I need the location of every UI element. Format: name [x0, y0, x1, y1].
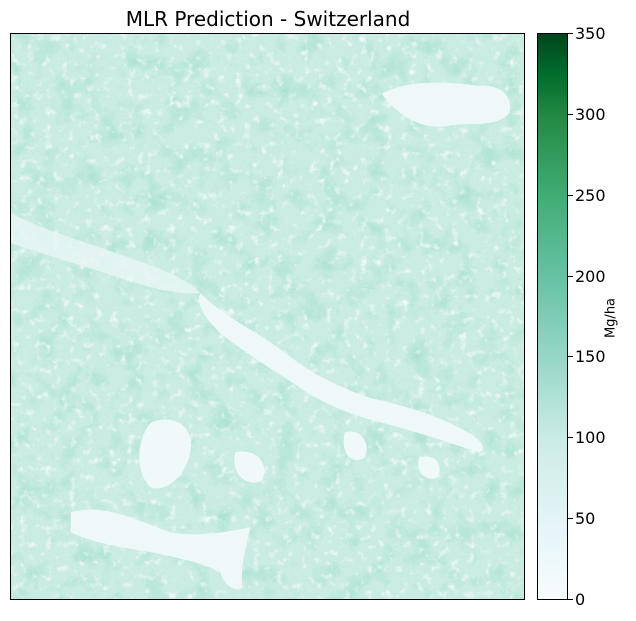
colorbar-tick: [568, 195, 573, 196]
colorbar-tick: [568, 114, 573, 115]
colorbar-tick: [568, 276, 573, 277]
map-title: MLR Prediction - Switzerland: [125, 7, 411, 31]
colorbar-tick-label: 0: [575, 590, 586, 609]
lake-south: [70, 509, 251, 589]
lake-small-south: [234, 451, 265, 483]
lake-north-east: [381, 82, 511, 127]
raster-light-patches: [11, 34, 524, 599]
lake-small-east: [418, 456, 440, 479]
colorbar-tick-label: 150: [575, 347, 606, 366]
colorbar-tick-label: 50: [575, 509, 596, 528]
colorbar-tick: [568, 356, 573, 357]
lake-small-center: [343, 431, 367, 461]
colorbar: [537, 33, 568, 600]
colorbar-tick-label: 100: [575, 428, 606, 447]
colorbar-tick-label: 350: [575, 24, 606, 43]
colorbar-tick: [568, 599, 573, 600]
colorbar-tick-label: 300: [575, 105, 606, 124]
lake-central: [198, 293, 484, 453]
colorbar-unit-label: Mg/ha: [603, 297, 619, 339]
colorbar-tick-label: 200: [575, 267, 606, 286]
colorbar-tick-label: 250: [575, 186, 606, 205]
prediction-map: [10, 33, 525, 600]
colorbar-tick: [568, 437, 573, 438]
raster-image: [11, 34, 524, 599]
colorbar-tick: [568, 33, 573, 34]
valley-west: [11, 213, 201, 294]
colorbar-tick: [568, 518, 573, 519]
lake-south-west: [139, 419, 192, 489]
